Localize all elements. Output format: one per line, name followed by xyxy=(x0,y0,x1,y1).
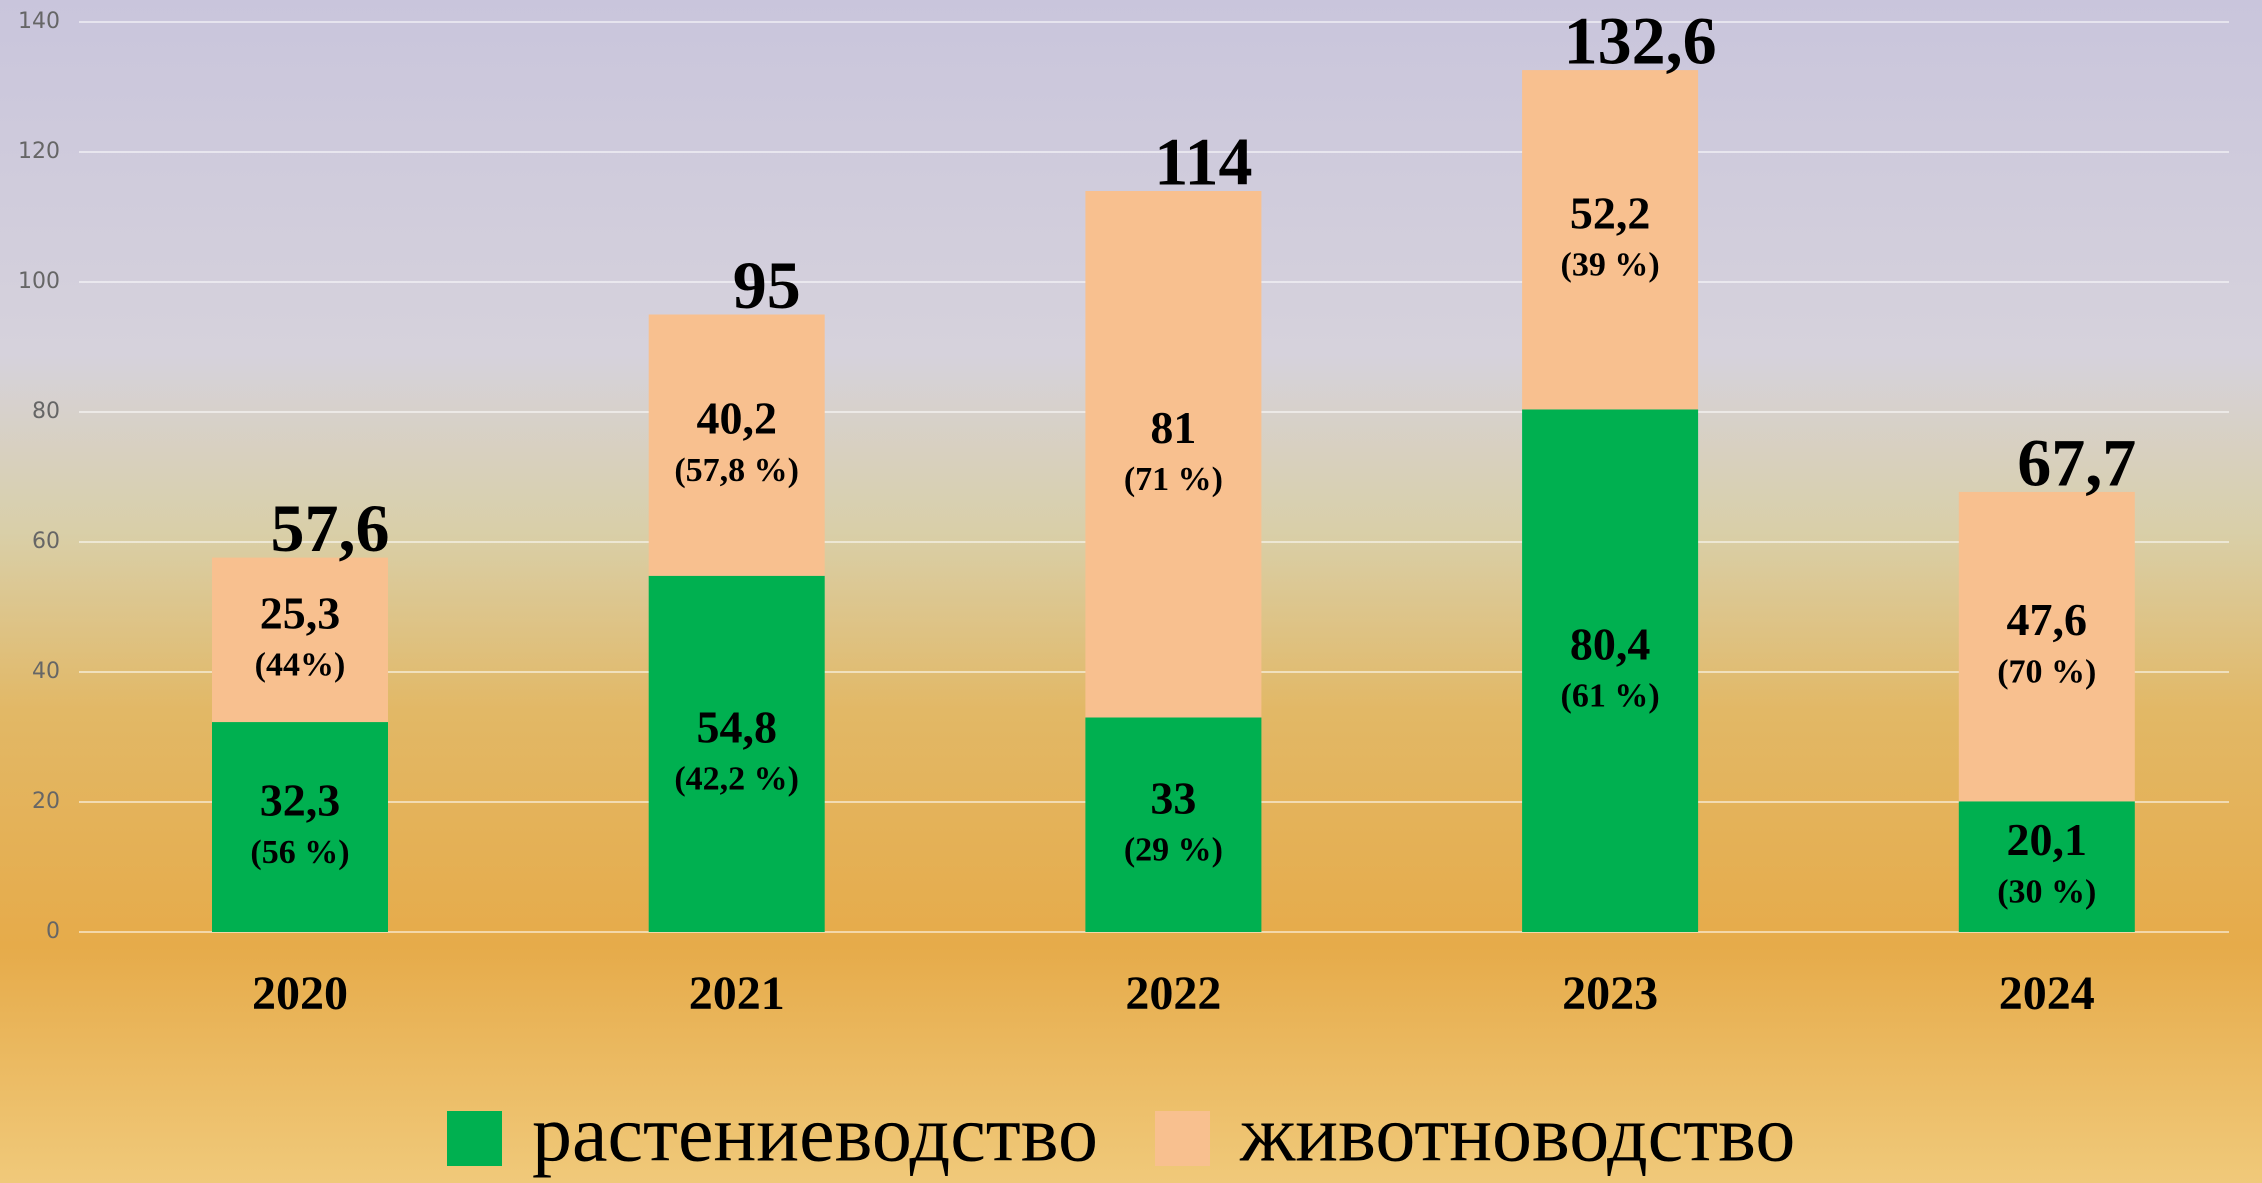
percent-label: (70 %) xyxy=(1997,653,2096,690)
value-label: 25,3 xyxy=(260,587,341,638)
bar-segment xyxy=(1522,409,1699,932)
y-tick-label: 120 xyxy=(18,139,60,164)
y-tick-label: 140 xyxy=(18,9,60,34)
percent-label: (30 %) xyxy=(1997,873,2096,910)
value-label: 81 xyxy=(1150,402,1196,453)
total-label: 114 xyxy=(1154,124,1252,200)
percent-label: (56 %) xyxy=(250,834,349,871)
total-label: 57,6 xyxy=(271,490,390,566)
legend-swatch xyxy=(1155,1111,1210,1166)
percent-label: (44%) xyxy=(255,647,346,684)
value-label: 32,3 xyxy=(260,775,341,826)
y-tick-label: 80 xyxy=(32,399,60,424)
bar-segment xyxy=(648,314,825,576)
legend-label: животноводство xyxy=(1239,1090,1795,1178)
percent-label: (42,2 %) xyxy=(674,761,799,798)
total-label: 132,6 xyxy=(1564,3,1717,79)
percent-label: (61 %) xyxy=(1561,677,1660,714)
legend-label: растениеводство xyxy=(532,1090,1098,1178)
value-label: 52,2 xyxy=(1570,187,1651,238)
total-label: 95 xyxy=(733,247,801,323)
y-tick-label: 0 xyxy=(46,919,60,944)
bar-segment xyxy=(1958,801,2135,932)
x-tick-label: 2022 xyxy=(1125,967,1221,1020)
bar-segment xyxy=(1085,191,1262,718)
value-label: 80,4 xyxy=(1570,618,1651,669)
bar-segment xyxy=(212,557,388,723)
y-tick-label: 40 xyxy=(32,659,60,684)
y-tick-label: 20 xyxy=(32,789,60,814)
legend-swatch xyxy=(447,1111,502,1166)
bar-segment xyxy=(648,575,825,932)
percent-label: (29 %) xyxy=(1124,832,1223,869)
value-label: 33 xyxy=(1150,772,1196,823)
bar-segment xyxy=(1522,70,1699,410)
bar-segment xyxy=(212,722,388,932)
x-tick-label: 2020 xyxy=(252,967,348,1020)
total-label: 67,7 xyxy=(2017,425,2136,501)
value-label: 54,8 xyxy=(696,701,777,752)
value-label: 40,2 xyxy=(696,393,777,444)
percent-label: (71 %) xyxy=(1124,461,1223,498)
y-tick-label: 60 xyxy=(32,529,60,554)
y-tick-label: 100 xyxy=(18,269,60,294)
percent-label: (57,8 %) xyxy=(674,452,799,489)
bar-segment xyxy=(1085,717,1262,932)
value-label: 47,6 xyxy=(2007,594,2088,645)
x-tick-label: 2024 xyxy=(1999,967,2095,1020)
percent-label: (39 %) xyxy=(1561,247,1660,284)
bar-segment xyxy=(1958,491,2135,802)
value-label: 20,1 xyxy=(2007,814,2088,865)
x-tick-label: 2023 xyxy=(1562,967,1658,1020)
x-tick-label: 2021 xyxy=(689,967,785,1020)
